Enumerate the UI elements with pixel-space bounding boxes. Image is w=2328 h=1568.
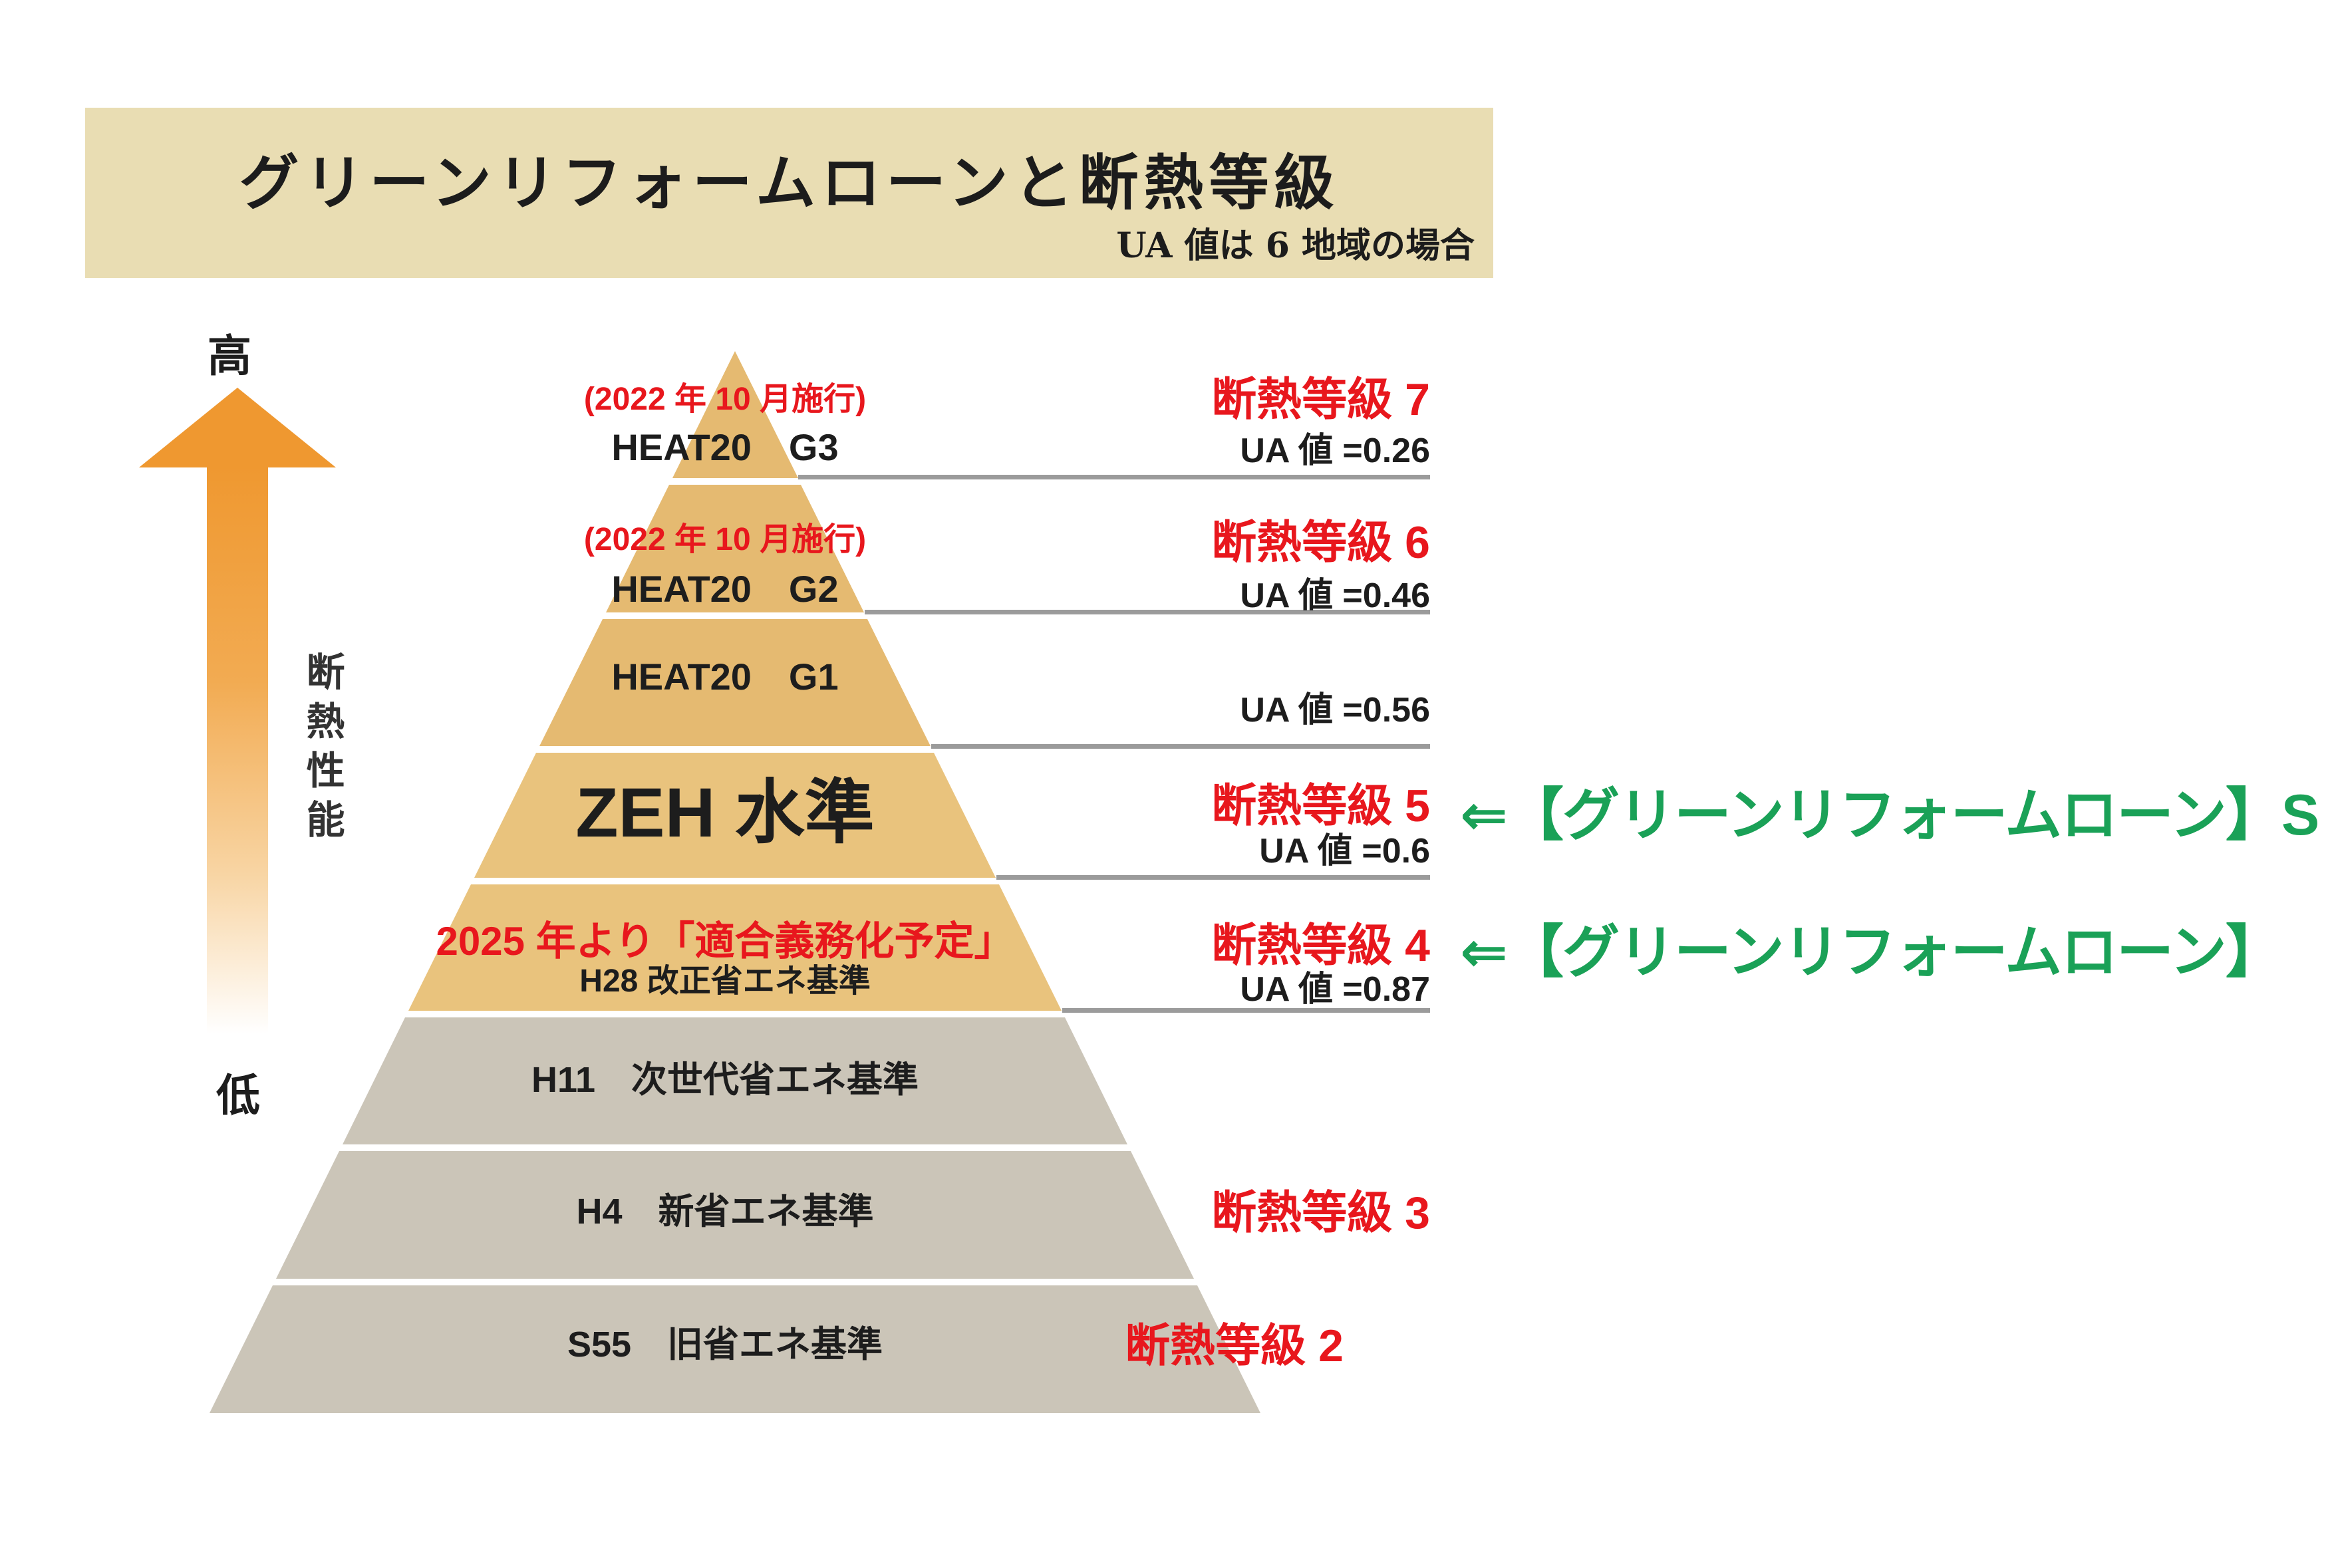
page-title: グリーンリフォームローンと断熱等級 xyxy=(239,148,1340,218)
level-label-h4: H4 新省エネ基準 xyxy=(576,1192,874,1232)
arrow-head-icon xyxy=(139,388,336,467)
level-note-g2: (2022 年 10 月施行) xyxy=(583,522,867,557)
high-label: 高 xyxy=(208,331,251,380)
level-label-g3: HEAT20 G3 xyxy=(611,426,839,468)
green-reform-loan-annotation: ⇐【グリーンリフォームローン】 xyxy=(1460,920,2283,984)
level-label-g2: HEAT20 G2 xyxy=(611,568,839,610)
arrow-body xyxy=(207,465,268,1034)
grade-label-5: 断熱等級 5 xyxy=(1211,781,1430,831)
low-label: 低 xyxy=(216,1071,260,1120)
level-note-h28: 2025 年より「適合義務化予定」 xyxy=(436,919,1014,964)
level-note-g3: (2022 年 10 月施行) xyxy=(583,382,867,417)
level-label-h28: H28 改正省エネ基準 xyxy=(579,964,871,999)
ua-value-g1: UA 値 =0.56 xyxy=(1240,691,1430,729)
level-label-s55: S55 旧省エネ基準 xyxy=(567,1325,883,1365)
ua-value-4: UA 値 =0.87 xyxy=(1240,970,1430,1009)
ua-value-5: UA 値 =0.6 xyxy=(1259,832,1430,870)
grade-label-3: 断熱等級 3 xyxy=(1211,1188,1430,1238)
level-label-zeh: ZEH 水準 xyxy=(575,774,875,852)
grade-label-4: 断熱等級 4 xyxy=(1211,920,1430,971)
grade-label-6: 断熱等級 6 xyxy=(1211,517,1430,568)
separator-line-g1 xyxy=(931,744,1430,749)
level-label-g1: HEAT20 G1 xyxy=(611,656,839,698)
page-subtitle: UA 値は 6 地域の場合 xyxy=(1116,225,1475,266)
level-label-h11: H11 次世代省エネ基準 xyxy=(531,1060,919,1100)
separator-line-grade7 xyxy=(798,475,1430,479)
ua-value-7: UA 値 =0.26 xyxy=(1240,432,1430,470)
title-box: グリーンリフォームローンと断熱等級 UA 値は 6 地域の場合 xyxy=(85,108,1493,278)
green-reform-loan-s-annotation: ⇐【グリーンリフォームローン】S xyxy=(1460,783,2319,847)
separator-line-grade5 xyxy=(996,875,1430,880)
insulation-performance-label: 断熱性能 xyxy=(300,652,344,849)
ua-value-6: UA 値 =0.46 xyxy=(1240,577,1430,615)
grade-label-2: 断熱等級 2 xyxy=(1125,1321,1344,1371)
separator-line-grade4 xyxy=(1062,1008,1430,1013)
grade-label-7: 断熱等級 7 xyxy=(1211,374,1430,425)
